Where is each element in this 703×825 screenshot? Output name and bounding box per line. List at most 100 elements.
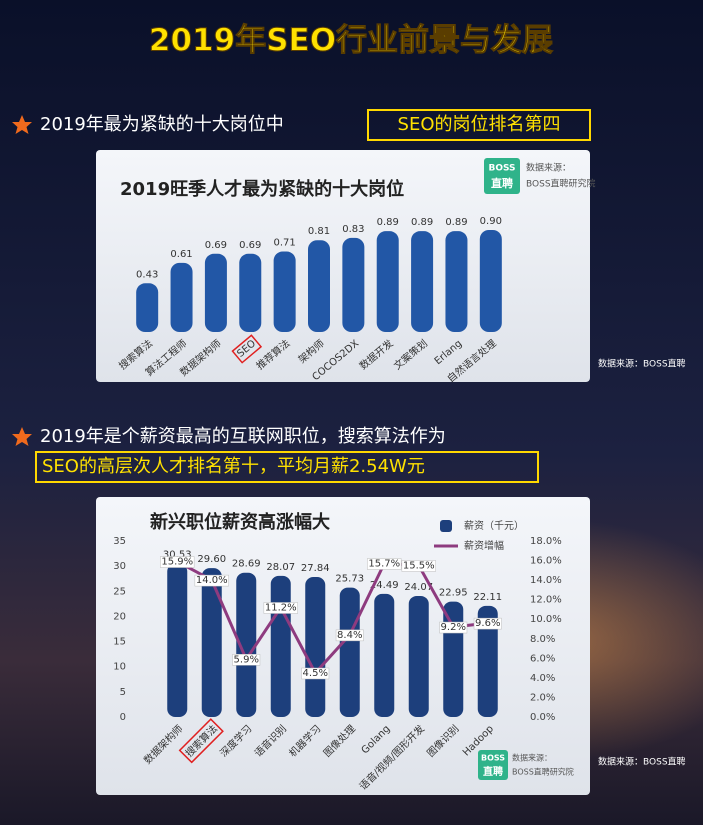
section-highlight: SEO的岗位排名第四 [398, 114, 561, 135]
value-label: 27.84 [301, 563, 330, 574]
y-tick-label: 10 [113, 662, 126, 673]
legend-label: 薪资增幅 [464, 539, 504, 552]
value-label: 5.9% [234, 654, 259, 665]
y-tick-label: 30 [113, 561, 126, 572]
y-tick-label: 0 [120, 712, 126, 723]
value-label: 28.69 [232, 559, 261, 570]
value-label: 15.7% [368, 558, 400, 569]
bar [339, 587, 360, 717]
logo-text: 直聘 [491, 176, 513, 190]
value-label: 9.2% [441, 622, 466, 633]
y2-tick-label: 10.0% [530, 614, 562, 625]
bar [305, 577, 326, 717]
label-bg [194, 574, 229, 587]
y-tick-label: 20 [113, 611, 126, 622]
y-tick-label: 25 [113, 586, 126, 597]
section-text: 2019年最为紧缺的十大岗位中 [40, 114, 284, 135]
logo [484, 158, 520, 194]
value-label: 0.69 [239, 240, 261, 251]
legend-label: 薪资（千元） [464, 520, 524, 532]
value-label: 22.95 [439, 588, 468, 599]
label-bg [301, 667, 330, 680]
bar [411, 231, 434, 332]
value-label: 0.81 [308, 226, 330, 237]
section-highlight: SEO的高层次人才排名第十，平均月薪2.54W元 [42, 456, 425, 477]
page-title: 2019年SEO行业前景与发展 [149, 23, 553, 59]
value-label: 25.73 [335, 574, 364, 585]
y2-tick-label: 2.0% [530, 692, 555, 703]
value-label: 24.07 [404, 582, 433, 593]
bar [445, 231, 468, 332]
label-bg [401, 560, 436, 572]
value-label: 0.89 [411, 217, 433, 228]
value-label: 0.43 [136, 269, 158, 280]
label-bg [367, 558, 402, 570]
bar [270, 575, 291, 717]
logo [478, 750, 508, 780]
highlight-box [367, 109, 591, 141]
chart-title: 2019旺季人才最为紧缺的十大岗位 [120, 178, 404, 200]
bar [201, 568, 222, 717]
label-bg [263, 602, 298, 614]
logo-text: BOSS [481, 754, 505, 763]
value-label: 15.5% [403, 560, 435, 571]
value-label: 0.83 [342, 224, 364, 235]
bar [273, 251, 296, 332]
y-tick-label: 5 [120, 687, 126, 698]
y2-tick-label: 4.0% [530, 673, 555, 684]
source-note: 数据来源：BOSS直聘 [598, 756, 686, 768]
y2-tick-label: 12.0% [530, 595, 562, 606]
value-label: 24.49 [370, 580, 399, 591]
line [176, 560, 488, 676]
y2-tick-label: 16.0% [530, 556, 562, 567]
value-label: 28.07 [266, 562, 295, 573]
bar [408, 595, 429, 717]
label-bg [160, 556, 195, 568]
source: BOSS直聘研究院 [526, 178, 596, 190]
bar [308, 240, 330, 332]
chart-title: 新兴职位薪资高涨幅大 [150, 511, 330, 533]
section-text: 2019年是个薪资最高的互联网职位，搜索算法作为 [40, 426, 446, 447]
y-tick-label: 15 [113, 637, 126, 648]
bar [477, 605, 498, 717]
value-label: 4.5% [303, 668, 328, 679]
star-icon [12, 427, 32, 446]
bar [479, 230, 502, 332]
label-bg [473, 617, 502, 630]
label-bg [439, 621, 468, 634]
y2-tick-label: 0.0% [530, 712, 555, 723]
legend-swatch [440, 520, 452, 532]
source-label: 数据来源： [526, 162, 571, 174]
value-label: 15.9% [161, 557, 193, 568]
label-bg [335, 629, 364, 642]
logo-text: BOSS [488, 164, 515, 174]
bar [376, 231, 399, 332]
bar [342, 237, 365, 332]
bar [136, 283, 159, 332]
y2-tick-label: 14.0% [530, 575, 562, 586]
value-label: 30.53 [163, 549, 192, 560]
y2-tick-label: 18.0% [530, 536, 562, 547]
bar [236, 572, 257, 717]
y-tick-label: 35 [113, 536, 126, 547]
value-label: 29.60 [197, 554, 226, 565]
label-bg [232, 654, 261, 666]
bar [374, 593, 395, 717]
highlight-box [35, 451, 539, 483]
bar [443, 601, 464, 717]
value-label: 0.89 [377, 217, 399, 228]
bar [239, 253, 262, 332]
bar [204, 253, 227, 332]
value-label: 0.90 [480, 216, 502, 227]
value-label: 9.6% [475, 618, 500, 629]
source-label: 数据来源： [512, 753, 552, 763]
source: BOSS直聘研究院 [512, 767, 574, 777]
bar [167, 563, 188, 717]
y2-tick-label: 8.0% [530, 634, 555, 645]
value-label: 22.11 [473, 592, 502, 603]
logo-text: 直聘 [483, 765, 503, 778]
value-label: 0.61 [170, 249, 192, 260]
y2-tick-label: 6.0% [530, 653, 555, 664]
bar [170, 262, 193, 332]
